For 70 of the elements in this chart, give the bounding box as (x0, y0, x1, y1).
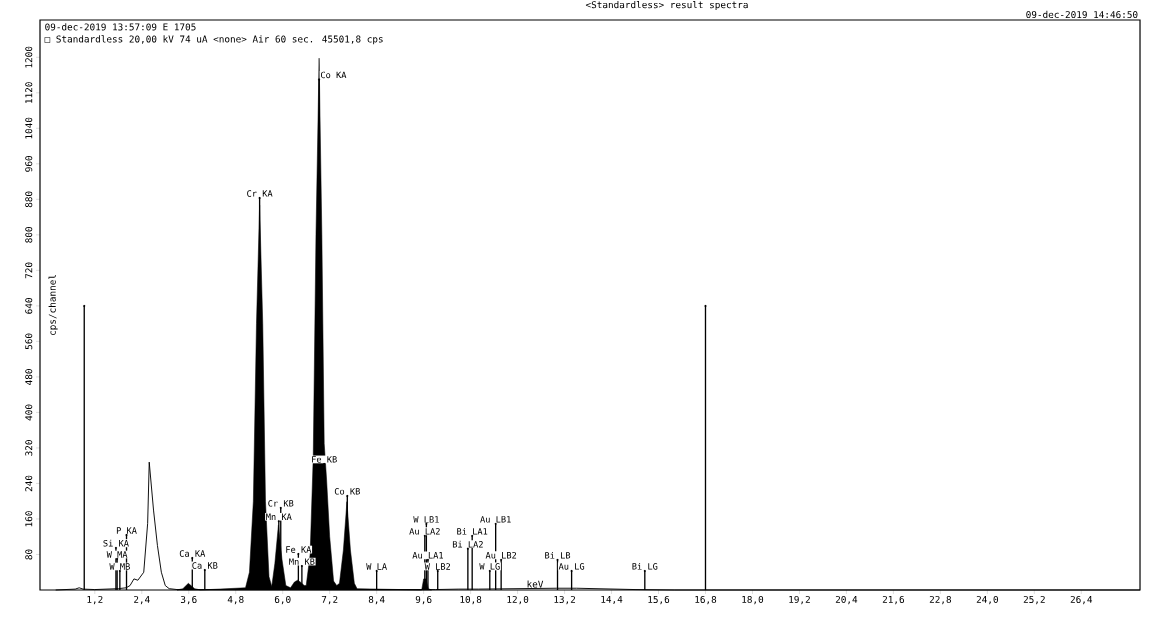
y-axis-title: cps/channel (48, 275, 58, 336)
x-tick-label: 25,2 (1023, 595, 1045, 605)
x-tick-label: 18,0 (742, 595, 764, 605)
annotation: Au LB1 (480, 516, 511, 523)
x-tick-label: 2,4 (134, 595, 150, 605)
x-tick-label: 4,8 (227, 595, 244, 605)
annotation: Mn KB (289, 558, 315, 565)
x-tick-label: 20,4 (835, 595, 858, 605)
annotation: Bi LB (545, 551, 571, 559)
annotation: Fe KB (312, 456, 337, 463)
x-tick-label: 8,4 (368, 595, 385, 605)
x-tick-label: 1,2 (87, 595, 103, 605)
annotation: Au LA2 (409, 528, 440, 535)
annotation: Au LG (558, 563, 585, 570)
y-tick-label: 1120 (25, 82, 33, 103)
x-tick-label: 6,0 (274, 595, 291, 605)
x-tick-label: 22,8 (929, 595, 951, 605)
annotation: Ca KB (192, 562, 218, 569)
y-tick-label: 640 (25, 298, 33, 314)
y-tick-label: 560 (25, 333, 33, 350)
y-tick-label: 80 (25, 549, 33, 560)
x-tick-label: 3,6 (180, 595, 197, 605)
y-tick-label: 320 (25, 440, 33, 456)
x-tick-label: 19,2 (789, 595, 810, 605)
annotation: Cr KA (247, 190, 273, 197)
x-tick-label: 13,2 (554, 595, 576, 605)
chart-title: <Standardless> result spectra (585, 0, 748, 11)
annotation: Co KA (320, 71, 347, 79)
y-tick-label: 480 (25, 369, 33, 385)
annotation: Co KB (334, 488, 360, 495)
annotation: W LG (479, 563, 500, 570)
annotation: P KA (116, 527, 137, 534)
x-axis-title: keV (527, 580, 544, 588)
annotation: Bi LG (632, 562, 658, 570)
annotation: W MA (106, 551, 128, 558)
y-tick-label: 400 (25, 404, 33, 421)
annotation: Mn KA (266, 513, 292, 520)
y-tick-label: 1200 (25, 46, 33, 68)
x-tick-label: 14,4 (601, 595, 623, 605)
y-tick-label: 880 (25, 191, 33, 208)
x-tick-label: 21,6 (882, 595, 905, 605)
x-tick-label: 15,6 (648, 595, 670, 605)
x-tick-label: 12,0 (507, 595, 529, 605)
y-tick-label: 800 (25, 227, 33, 243)
annotation: Fe KA (286, 546, 312, 553)
x-tick-label: 9,6 (415, 595, 432, 605)
annotation: Au LA1 (412, 552, 443, 559)
y-tick-label: 1040 (25, 117, 33, 139)
x-tick-label: 16,8 (695, 595, 717, 605)
annotation: Cr KB (268, 500, 294, 507)
annotation: W LA (366, 563, 387, 570)
text: 09-dec-2019 14:46:50 (1026, 10, 1138, 19)
x-tick-label: 7,2 (321, 595, 338, 605)
y-tick-label: 160 (25, 511, 33, 527)
x-tick-label: 26,4 (1070, 595, 1093, 605)
annotation: Si KA (103, 539, 129, 547)
annotation: W LB2 (424, 563, 451, 570)
annotation: 09-dec-2019 13:57:09 E 1705 (45, 23, 196, 31)
annotation: Bi LA2 (452, 540, 483, 548)
y-tick-label: 960 (25, 156, 33, 172)
annotation: Bi LA1 (457, 527, 488, 535)
annotation: Ca KA (179, 550, 206, 557)
y-tick-label: 240 (25, 475, 33, 492)
annotation: W LB1 (413, 516, 439, 523)
annotation: □ Standardless 20,00 kV 74 uA <none> Air 60 sec. 45501,8 cps (44, 35, 383, 45)
x-tick-label: 24,0 (976, 595, 998, 605)
annotation: W MB (109, 563, 130, 570)
x-tick-label: 10,8 (460, 595, 482, 605)
y-tick-label: 720 (25, 262, 33, 279)
annotation: Au LB2 (485, 552, 517, 559)
